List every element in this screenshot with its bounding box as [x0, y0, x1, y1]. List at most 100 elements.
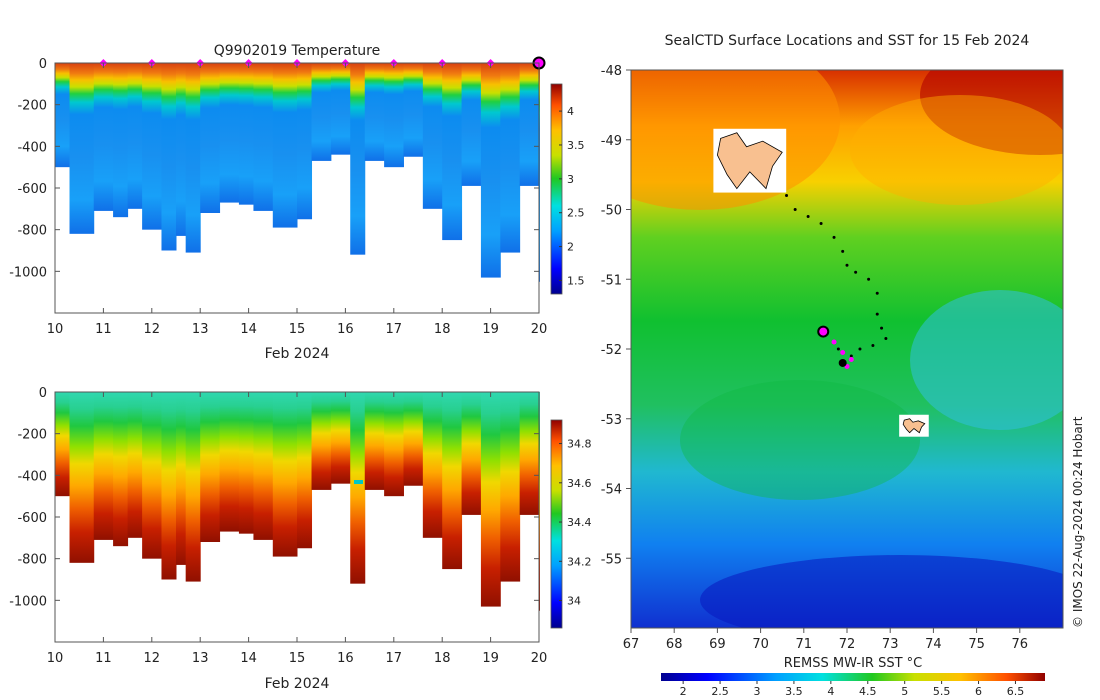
map-x-tick-label: 75 [968, 637, 985, 652]
colorbar-tick-label: 34.8 [567, 438, 592, 451]
track-point [819, 221, 823, 225]
salinity-panel: 10 11 12 13 14 15 16 17 18 19 20 0 -200 -400 -600 -800… [9, 386, 591, 692]
last-position [838, 358, 847, 367]
profile-column [176, 63, 187, 236]
colorbar-tick-label: 34.2 [567, 555, 592, 568]
temperature-colorbar [550, 83, 563, 295]
x-tick-label: 10 [47, 322, 64, 337]
sst-warm-patch-ne [920, 70, 1063, 155]
y-tick-label: -400 [17, 140, 47, 155]
profile-column [500, 392, 521, 582]
island-heard [902, 418, 926, 434]
profile-column [142, 63, 162, 230]
profile-column [253, 392, 274, 540]
temperature-title: Q9902019 Temperature [214, 43, 381, 59]
colorbar-tick-label: 4 [567, 105, 574, 118]
x-tick-label: 12 [144, 322, 161, 337]
map-y-tick-label: -51 [601, 273, 622, 288]
y-tick-label: -600 [17, 182, 47, 197]
map-x-tick-label: 69 [709, 637, 726, 652]
profile-column [422, 392, 443, 538]
sst-x-ticks: 67 68 69 70 71 72 73 74 75 76 [623, 628, 1028, 652]
profile-column [297, 392, 313, 549]
profile-column [200, 63, 221, 213]
sst-colorbar-tick-label: 3.5 [785, 685, 803, 698]
map-y-tick-label: -52 [601, 343, 622, 358]
x-tick-label: 11 [95, 322, 112, 337]
credit-text: © IMOS 22-Aug-2024 00:24 Hobart [1071, 416, 1085, 628]
profile-column [272, 392, 298, 557]
y-tick-label: 0 [39, 57, 47, 72]
salinity-xlabel: Feb 2024 [265, 676, 330, 692]
sst-field [631, 70, 1063, 628]
sst-colorbar [661, 673, 1045, 681]
profile-column [480, 392, 501, 607]
x-tick-label: 18 [434, 322, 451, 337]
recent-position [848, 356, 854, 362]
sst-colorbar-tick-label: 6 [975, 685, 982, 698]
sst-warm-patch-e [850, 95, 1063, 205]
track-point [854, 270, 858, 274]
recent-position [840, 349, 846, 355]
profile-column [330, 392, 351, 484]
profile-column [364, 392, 385, 490]
map-x-tick-label: 67 [623, 637, 640, 652]
profile-column [219, 392, 240, 532]
salinity-x-ticks: 10 11 12 13 14 15 16 17 18 19 20 [47, 392, 548, 666]
profile-column [176, 392, 187, 565]
x-tick-label: 14 [240, 651, 257, 666]
profile-column [422, 63, 443, 209]
colorbar-tick-label: 3 [567, 173, 574, 186]
sst-warm-patch-nw [631, 70, 840, 210]
sst-colorbar-tick-label: 2.5 [711, 685, 729, 698]
profile-column [350, 392, 366, 584]
sst-colorbar-ticks: 2 2.5 3 3.5 4 4.5 5 5.5 6 6.5 [680, 681, 1024, 698]
profile-column [442, 63, 463, 241]
y-tick-label: -800 [17, 224, 47, 239]
colorbar-tick-label: 34 [567, 595, 581, 608]
track-point [841, 249, 845, 253]
map-y-tick-label: -55 [601, 552, 622, 567]
map-x-tick-label: 71 [796, 637, 813, 652]
sst-colorbar-tick-label: 4 [827, 685, 834, 698]
sst-colorbar-tick-label: 5.5 [933, 685, 951, 698]
colorbar-tick-label: 2 [567, 241, 574, 254]
x-tick-label: 13 [192, 651, 209, 666]
colorbar-tick-label: 34.4 [567, 516, 592, 529]
profile-column [403, 63, 424, 157]
x-tick-label: 12 [144, 651, 161, 666]
x-tick-label: 17 [386, 651, 403, 666]
sst-colorbar-tick-label: 4.5 [859, 685, 877, 698]
y-tick-label: -800 [17, 553, 47, 568]
profile-column [142, 392, 162, 559]
profile-column [461, 63, 482, 186]
y-tick-label: -400 [17, 469, 47, 484]
salinity-profiles [55, 392, 540, 611]
sst-cool-patch-e [910, 290, 1063, 430]
track-point [836, 347, 840, 351]
profile-column [93, 392, 114, 540]
profile-column [185, 392, 201, 582]
map-y-tick-label: -48 [601, 64, 622, 79]
profile-column [219, 63, 240, 203]
y-tick-label: -1000 [9, 265, 47, 280]
map-x-tick-label: 70 [752, 637, 769, 652]
profile-column [384, 63, 404, 168]
y-tick-label: -1000 [9, 594, 47, 609]
track-point [849, 354, 853, 358]
map-x-tick-label: 73 [882, 637, 899, 652]
island-kerguelen [716, 132, 783, 190]
profile-column [127, 63, 143, 209]
x-tick-label: 16 [337, 651, 354, 666]
profile-column [69, 63, 95, 234]
colorbar-tick-label: 1.5 [567, 274, 585, 287]
x-tick-label: 20 [531, 322, 548, 337]
profile-column [480, 63, 501, 278]
temperature-colorbar-ticks: 1.5 2 2.5 3 3.5 4 [559, 105, 585, 287]
profile-column [403, 392, 424, 486]
sst-cold-patch-s [700, 555, 1063, 628]
x-tick-label: 20 [531, 651, 548, 666]
track-point [832, 235, 836, 239]
track-point [793, 208, 797, 211]
profile-column [442, 392, 463, 570]
